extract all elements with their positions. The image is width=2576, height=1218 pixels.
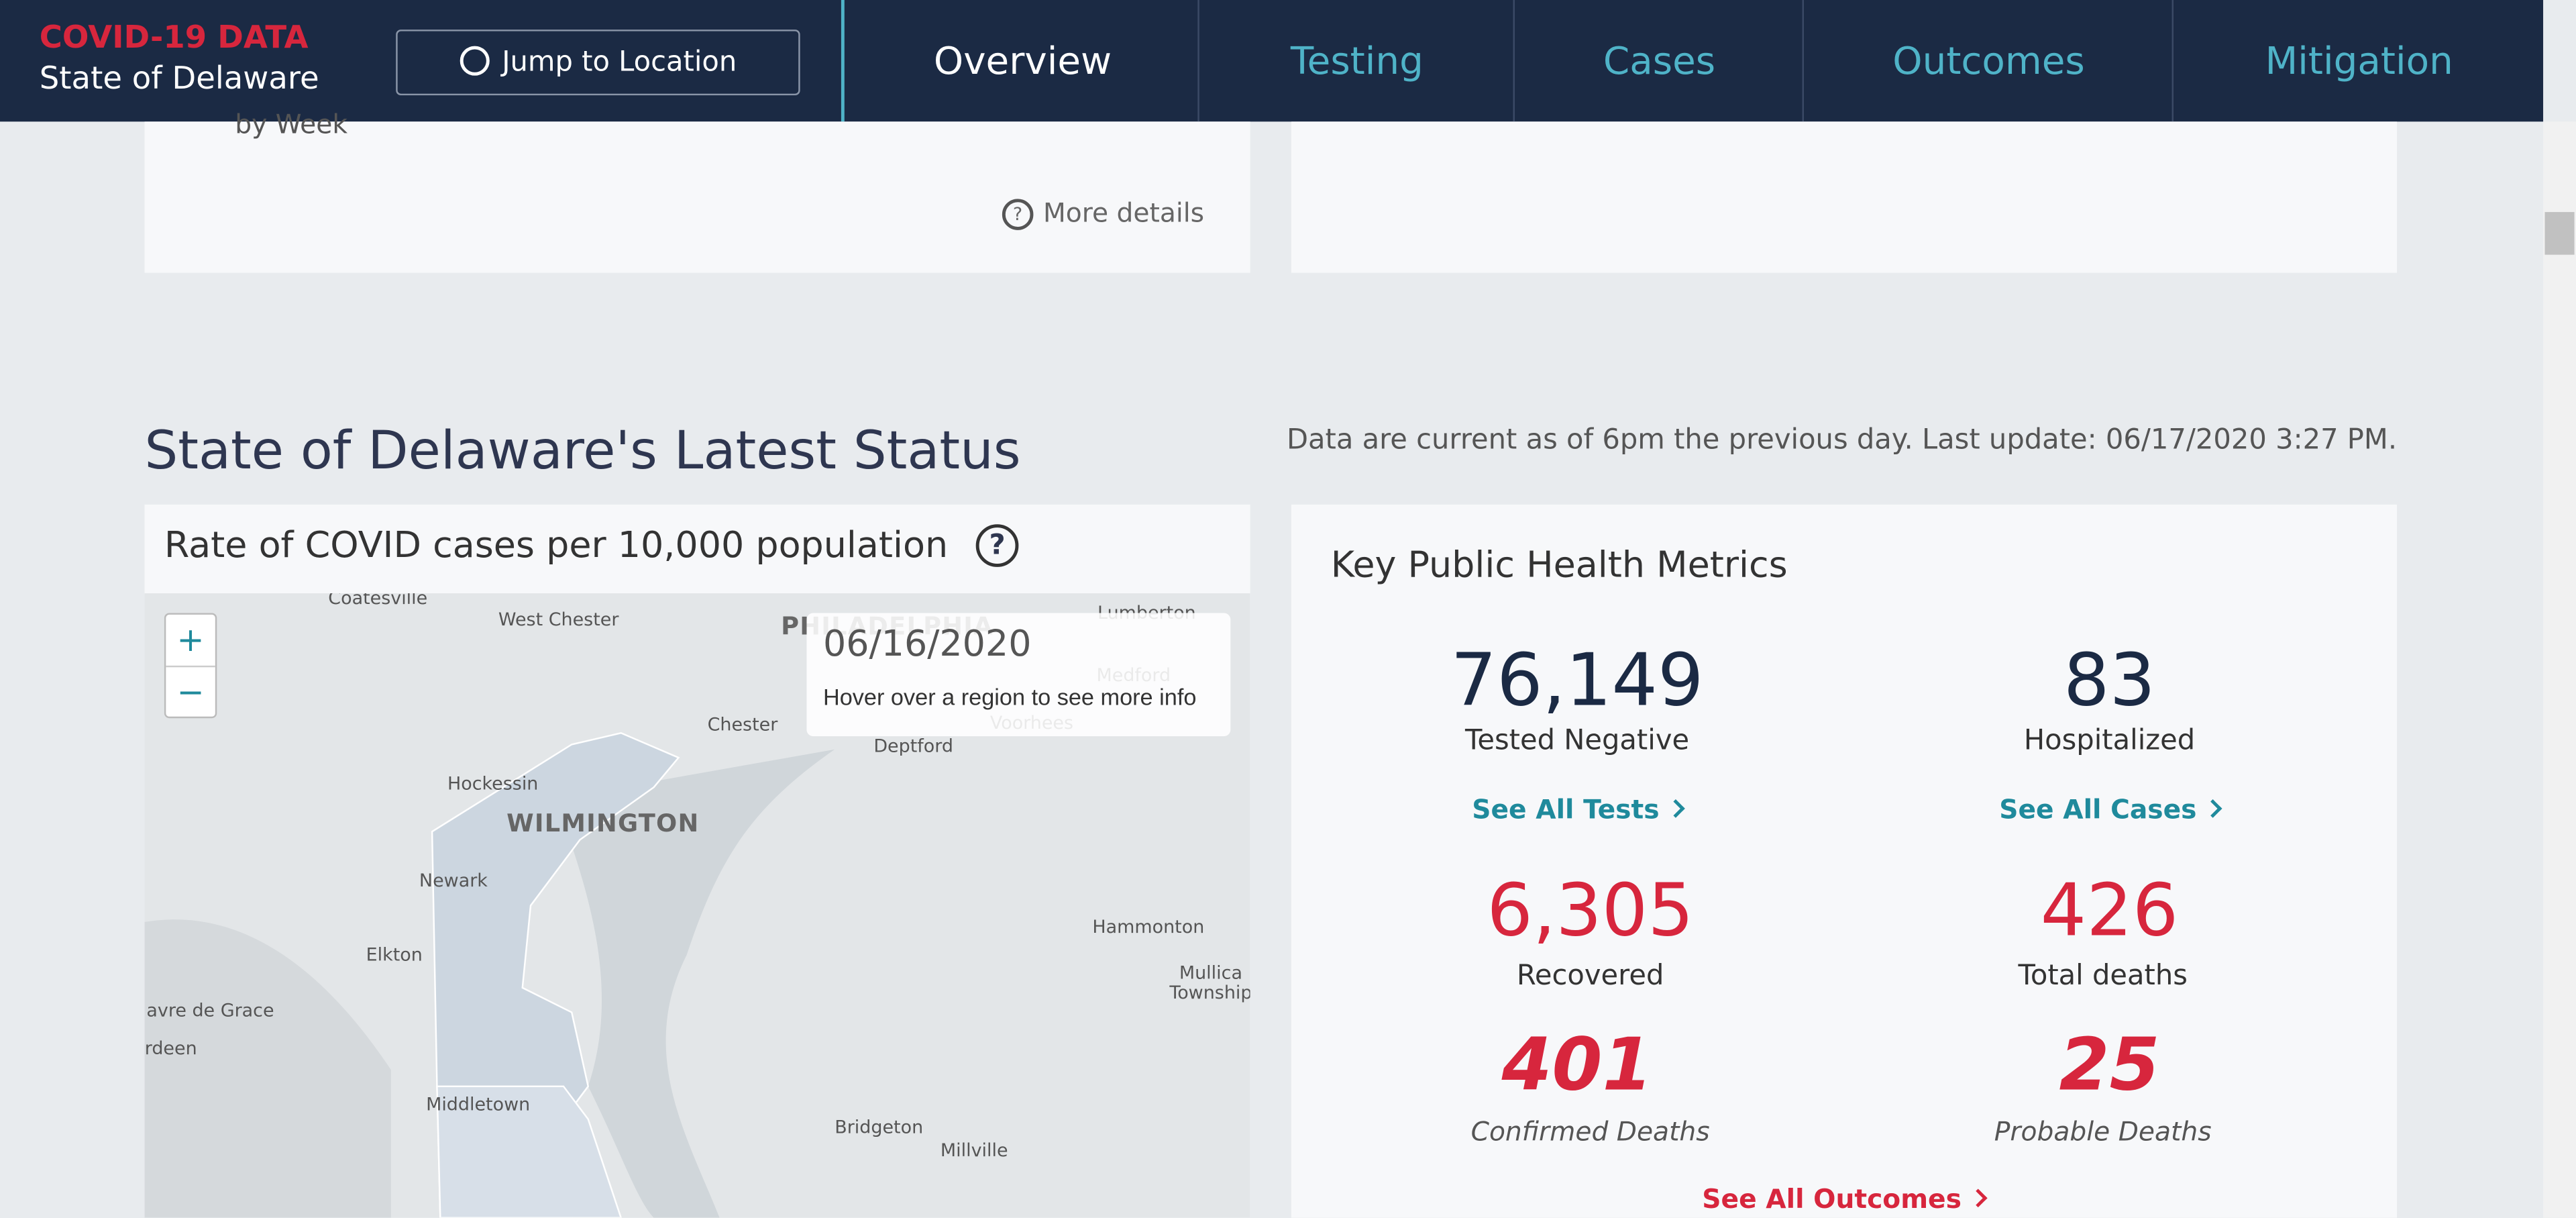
chevron: [2204, 799, 2222, 818]
see-all-link[interactable]: See All Outcomes: [1702, 1183, 1988, 1215]
top-card-right: [1291, 121, 2398, 273]
compass-icon: [459, 46, 489, 76]
place-label: Mullica: [1179, 962, 1242, 984]
more-details[interactable]: ? More details: [1002, 197, 1204, 230]
top-card: by Week ? More details: [144, 109, 1250, 273]
place-label: rdeen: [144, 1037, 197, 1060]
place-label: Newark: [419, 870, 488, 892]
metric-value: 83: [2063, 639, 2156, 723]
nav-tab[interactable]: Testing: [1197, 0, 1515, 122]
place-label: Hockessin: [447, 773, 539, 795]
place-label: Township: [1169, 982, 1250, 1004]
place-label: Chester: [707, 714, 778, 735]
metric-label: Confirmed Deaths: [1470, 1115, 1710, 1148]
metric-label: Total deaths: [2018, 960, 2188, 993]
metric-value: 25: [2059, 1023, 2160, 1108]
scrollbar: [2543, 121, 2576, 1218]
link-label: See All Outcomes: [1702, 1183, 1962, 1215]
metric-value: 6,305: [1487, 869, 1694, 954]
tooltip-date: 06/16/2020: [822, 624, 1032, 666]
metric-label: Probable Deaths: [1994, 1115, 2212, 1148]
place-label: Middletown: [426, 1093, 531, 1115]
jump-button[interactable]: Jump to Location: [396, 30, 800, 96]
chevron: [1666, 799, 1685, 818]
map-card: Rate of COVID cases per 10,000 populatio…: [144, 504, 1250, 1218]
nav-tab[interactable]: Outcomes: [1802, 0, 2174, 122]
metric-label: Recovered: [1516, 960, 1664, 993]
help-icon: ?: [1002, 199, 1034, 230]
see-all-link[interactable]: See All Cases: [1999, 793, 2222, 825]
header: COVID-19 DATA State of Delaware Jump to …: [0, 0, 2545, 122]
place-label: Millville: [940, 1139, 1008, 1162]
zoom-in[interactable]: +: [166, 615, 215, 668]
metric-value: 401: [1501, 1023, 1653, 1108]
see-all-link[interactable]: See All Tests: [1472, 793, 1685, 825]
nav-tab[interactable]: Mitigation: [2171, 0, 2545, 122]
zoom-control: + −: [164, 613, 217, 719]
caption: by Week: [235, 108, 348, 140]
chevron: [1968, 1188, 1988, 1208]
metric-value: 426: [2040, 869, 2179, 954]
metrics-card: Key Public Health Metrics 76,149 Tested N…: [1291, 504, 2398, 1218]
river: [555, 749, 835, 1218]
tooltip-hint: Hover over a region to see more info: [822, 683, 1197, 710]
place-label: avre de Grace: [146, 1000, 274, 1022]
nav-tab[interactable]: Overview: [841, 0, 1201, 122]
state-name: State of Delaware: [39, 60, 319, 97]
kent-county: [436, 1085, 623, 1218]
map-title: Rate of COVID cases per 10,000 populatio…: [164, 525, 949, 567]
link-label: See All Tests: [1472, 793, 1660, 825]
place-label: Deptford: [873, 735, 953, 757]
water: [144, 919, 391, 1218]
place-label: Elkton: [366, 944, 423, 966]
place-label: Bridgeton: [835, 1117, 924, 1138]
more-details-label: More details: [1042, 197, 1205, 229]
place-label: Coatesville: [328, 593, 428, 609]
metric-value: 76,149: [1450, 639, 1704, 723]
place-label: WILMINGTON: [506, 808, 700, 838]
metrics-title: Key Public Health Metrics: [1330, 546, 1788, 587]
link-label: See All Cases: [1999, 793, 2197, 825]
place-label: West Chester: [498, 609, 619, 631]
scroll-thumb[interactable]: [2544, 211, 2575, 255]
map-shapes: [144, 731, 835, 1218]
status-title: State of Delaware's Latest Status: [144, 419, 1021, 482]
status-updated: Data are current as of 6pm the previous …: [1286, 423, 2398, 457]
metric-label: Tested Negative: [1464, 725, 1690, 758]
zoom-out[interactable]: −: [176, 672, 205, 712]
metric-label: Hospitalized: [2023, 725, 2196, 758]
help-icon[interactable]: ?: [975, 524, 1019, 567]
brand: COVID-19 DATA: [39, 19, 309, 56]
tooltip: 06/16/2020 Hover over a region to see mo…: [806, 613, 1231, 737]
place-label: Hammonton: [1092, 916, 1205, 938]
nav-tab[interactable]: Cases: [1513, 0, 1804, 122]
jump-label: Jump to Location: [502, 46, 737, 79]
